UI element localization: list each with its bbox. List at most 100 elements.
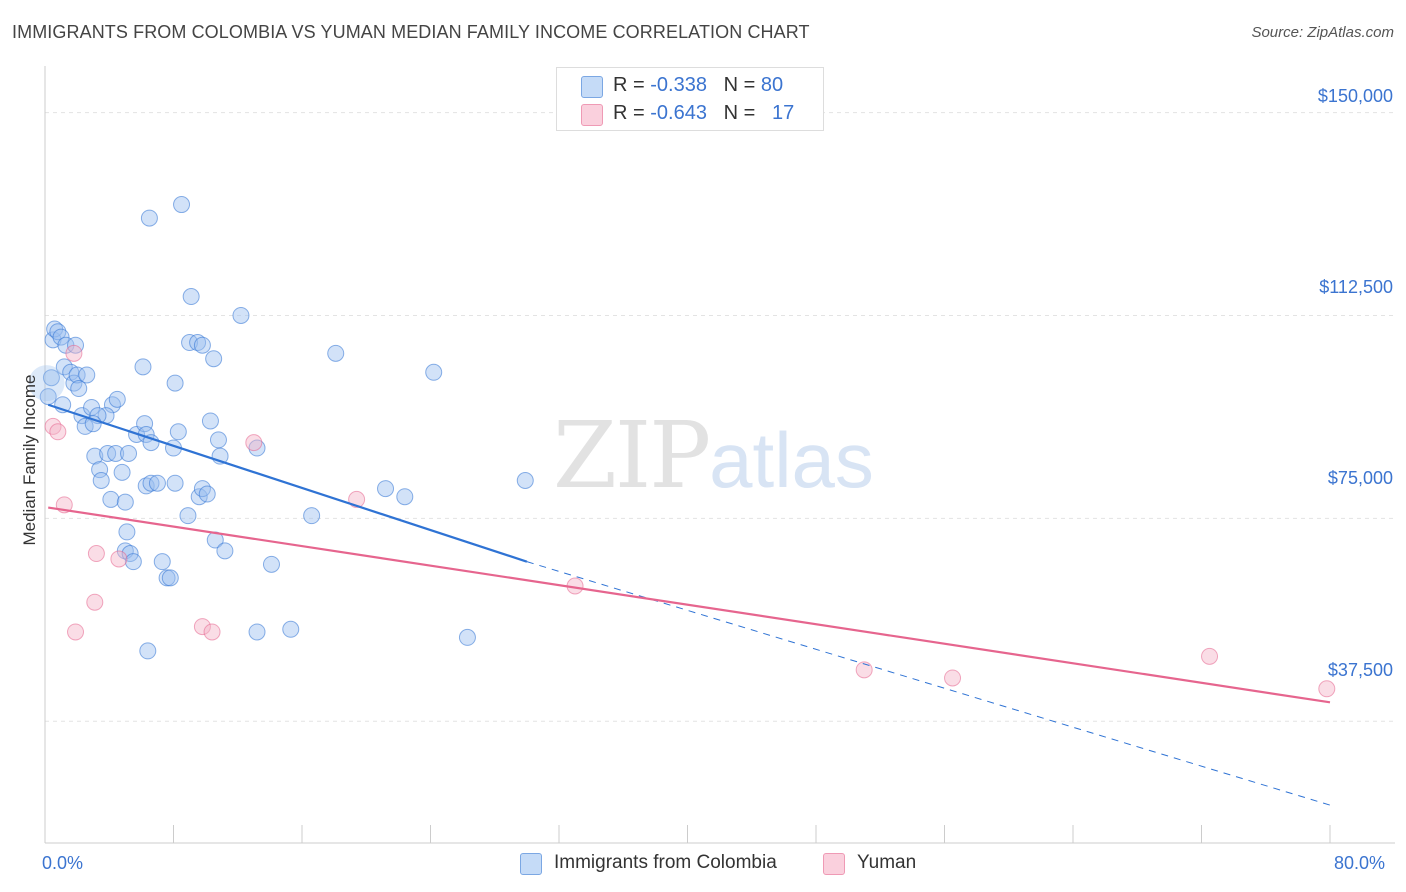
point-colombia-51 xyxy=(189,334,207,352)
point-yuman-5 xyxy=(86,593,104,611)
point-colombia-56 xyxy=(201,412,219,430)
point-colombia-73 xyxy=(516,471,534,489)
point-colombia-2 xyxy=(49,323,67,341)
point-colombia-40 xyxy=(153,553,171,571)
point-colombia-25 xyxy=(113,463,131,481)
point-colombia-27 xyxy=(116,493,134,511)
legend-r-value-colombia: -0.338 xyxy=(650,74,707,96)
bottom-legend-label-colombia: Immigrants from Colombia xyxy=(554,852,777,873)
point-colombia-67 xyxy=(303,507,321,525)
point-colombia-69 xyxy=(377,480,395,498)
point-colombia-19 xyxy=(86,447,104,465)
point-colombia-39 xyxy=(148,474,166,492)
point-colombia-cluster xyxy=(28,365,65,402)
point-colombia-74 xyxy=(140,209,158,227)
point-colombia-63 xyxy=(248,439,266,457)
x-tick-label-max: 80.0% xyxy=(1334,853,1386,873)
point-yuman-16 xyxy=(1318,680,1336,698)
point-yuman-15 xyxy=(1201,647,1219,665)
point-colombia-34 xyxy=(136,415,154,433)
watermark-zip: ZIP xyxy=(553,402,711,509)
point-colombia-42 xyxy=(161,569,179,587)
point-colombia-71 xyxy=(425,363,443,381)
point-colombia-28 xyxy=(118,523,136,541)
point-colombia-47 xyxy=(173,196,191,214)
chart-title: IMMIGRANTS FROM COLOMBIA VS YUMAN MEDIAN… xyxy=(12,22,810,42)
point-colombia-57 xyxy=(205,350,223,368)
point-colombia-8 xyxy=(68,366,86,384)
point-colombia-33 xyxy=(134,358,152,376)
point-yuman-14 xyxy=(944,669,962,687)
point-colombia-54 xyxy=(193,480,211,498)
point-colombia-21 xyxy=(92,471,110,489)
point-colombia-49 xyxy=(179,507,197,525)
point-colombia-31 xyxy=(124,553,142,571)
point-colombia-44 xyxy=(166,474,184,492)
watermark-atlas: atlas xyxy=(709,416,874,504)
point-yuman-7 xyxy=(110,550,128,568)
point-yuman-6 xyxy=(87,545,105,563)
y-axis-label: Median Family Income xyxy=(20,374,39,546)
point-colombia-52 xyxy=(193,336,211,354)
point-yuman-10 xyxy=(245,434,263,452)
point-colombia-62 xyxy=(232,306,250,324)
point-colombia-45 xyxy=(166,374,184,392)
point-colombia-68 xyxy=(327,344,345,362)
point-yuman-13 xyxy=(855,661,873,679)
legend-n-prefix: N = xyxy=(723,74,761,96)
trend-line-yuman xyxy=(48,506,1331,704)
legend-swatch-yuman xyxy=(581,104,603,126)
legend-r-value-yuman: -0.643 xyxy=(650,102,707,124)
point-colombia-76 xyxy=(39,388,57,406)
legend-n-value-colombia: 80 xyxy=(760,74,784,96)
point-colombia-16 xyxy=(108,390,126,408)
watermark: ZIPatlas xyxy=(553,402,874,509)
source-label: Source: ZipAtlas.com xyxy=(1251,24,1394,41)
point-yuman-3 xyxy=(65,344,83,362)
trend-line-colombia-extrapolated xyxy=(526,561,1331,806)
y-tick-label-150000: $150,000 xyxy=(1317,86,1393,106)
point-yuman-8 xyxy=(193,618,211,636)
point-colombia-3 xyxy=(52,328,70,346)
point-colombia-59 xyxy=(209,431,227,449)
legend-n-prefix: N = xyxy=(723,102,761,124)
point-colombia-26 xyxy=(102,490,120,508)
point-colombia-24 xyxy=(120,444,138,462)
point-colombia-66 xyxy=(282,620,300,638)
point-colombia-61 xyxy=(216,542,234,560)
y-tick-label-112500: $112,500 xyxy=(1319,277,1393,297)
y-tick-label-75000: $75,000 xyxy=(1327,468,1393,488)
bottom-legend-swatch-colombia xyxy=(520,853,542,875)
point-colombia-15 xyxy=(103,396,121,414)
bottom-legend-swatch-yuman xyxy=(823,853,845,875)
point-yuman-4 xyxy=(67,623,85,641)
point-colombia-77 xyxy=(42,369,60,387)
point-colombia-50 xyxy=(182,288,200,306)
legend-n-value-yuman: 17 xyxy=(772,102,795,124)
x-tick-label-min: 0.0% xyxy=(42,853,84,873)
point-yuman-9 xyxy=(203,623,221,641)
trend-line-colombia xyxy=(47,403,528,563)
point-colombia-55 xyxy=(198,485,216,503)
legend: R = -0.338 N = 80 R = -0.643 N = 17 xyxy=(556,67,824,131)
bottom-legend-label-yuman: Yuman xyxy=(857,852,917,873)
point-yuman-1 xyxy=(49,423,67,441)
point-colombia-20 xyxy=(91,461,109,479)
point-colombia-78 xyxy=(70,380,88,398)
legend-r-prefix: R = xyxy=(613,102,651,124)
point-colombia-65 xyxy=(248,623,266,641)
point-yuman-0 xyxy=(44,417,62,435)
point-colombia-75 xyxy=(139,642,157,660)
point-colombia-72 xyxy=(458,628,476,646)
legend-r-prefix: R = xyxy=(613,74,651,96)
y-tick-label-37500: $37,500 xyxy=(1327,660,1393,680)
point-colombia-38 xyxy=(142,474,160,492)
point-colombia-70 xyxy=(396,488,414,506)
point-colombia-9 xyxy=(78,366,96,384)
point-colombia-23 xyxy=(107,444,125,462)
legend-swatch-colombia xyxy=(581,76,603,98)
point-colombia-64 xyxy=(262,555,280,573)
point-colombia-37 xyxy=(137,477,155,495)
point-colombia-46 xyxy=(169,423,187,441)
